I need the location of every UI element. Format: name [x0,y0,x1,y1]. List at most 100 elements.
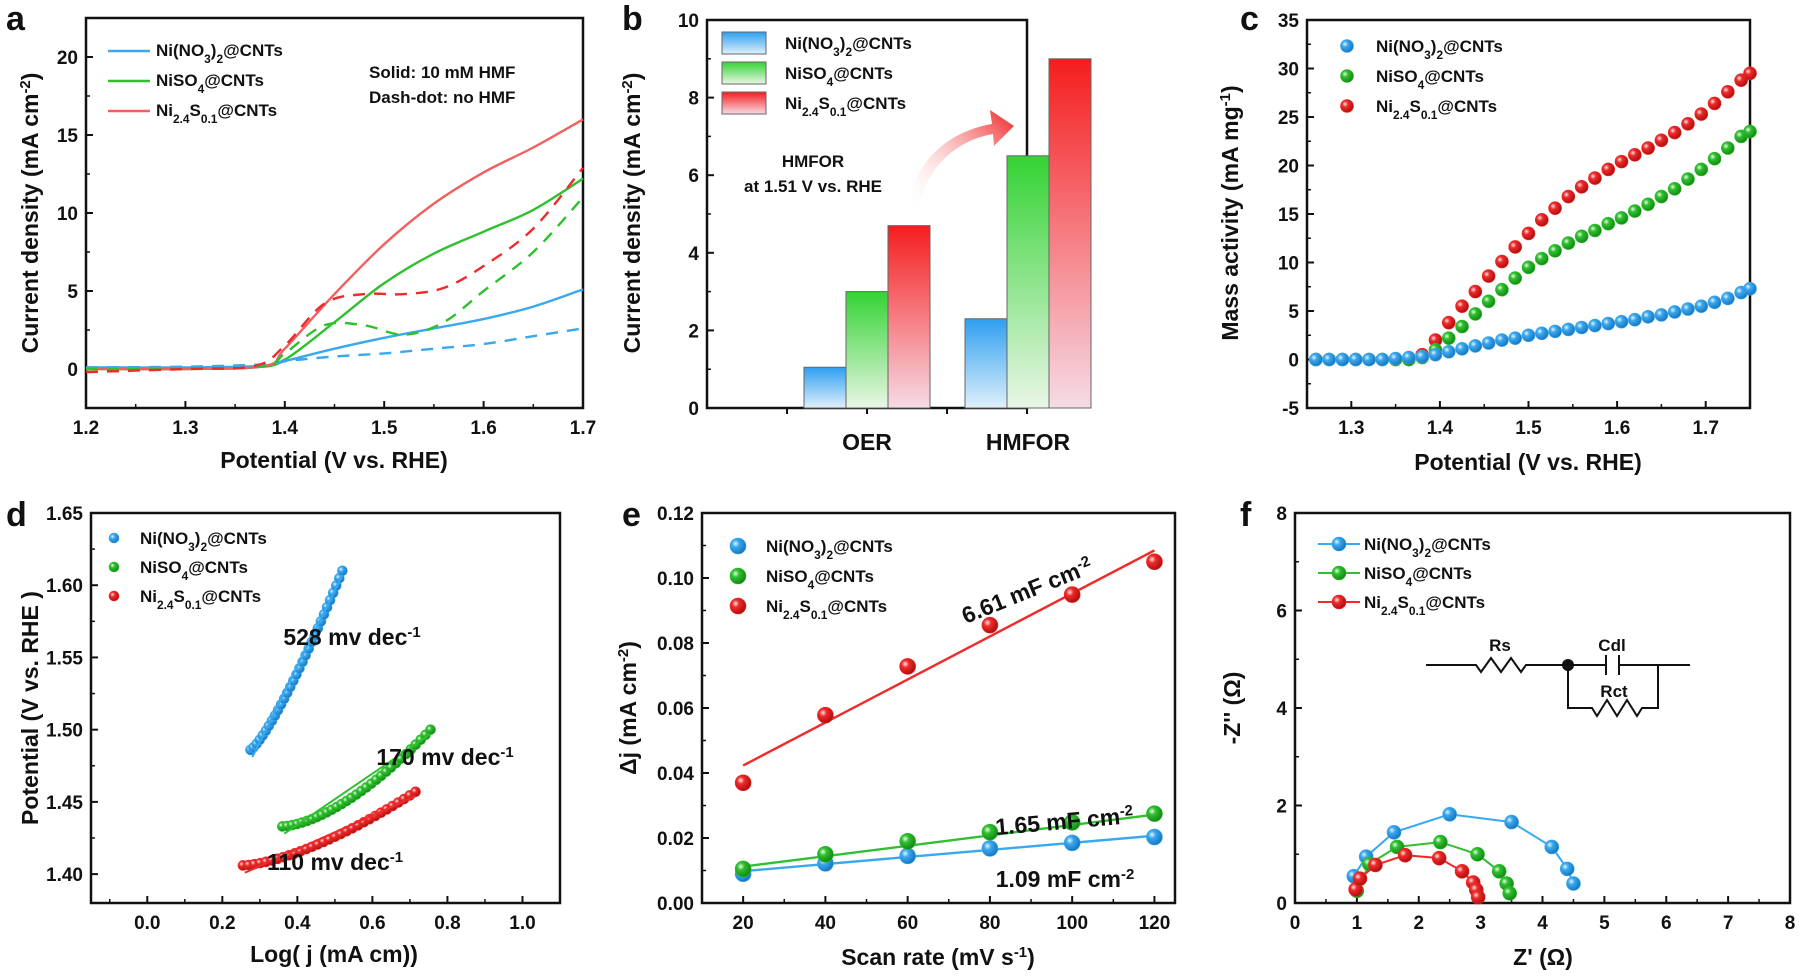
data-point [1309,352,1323,367]
condition-annotation: Solid: 10 mM HMF [369,63,515,82]
legend-marker [1331,594,1347,610]
legend-swatch [721,91,767,115]
data-point [734,860,752,878]
linear-fit-line [742,813,1155,868]
data-point [1402,350,1416,365]
y-tick-label: 0 [688,399,699,420]
legend-marker [729,537,747,555]
y-tick-label: 0 [67,360,78,381]
y-tick-label: 0.00 [657,894,694,915]
x-tick-label: 1.4 [272,418,299,439]
data-point [1561,322,1576,337]
x-tick-label: 40 [815,913,836,934]
tafel-fit-line [244,795,416,874]
data-point [1455,299,1469,313]
x-tick-label: 5 [1599,913,1610,934]
data-point [1654,308,1669,322]
legend-label: NiSO4@CNTs [766,567,874,592]
data-point [1641,141,1655,155]
legend-marker [1340,99,1354,113]
equivalent-circuit [1426,655,1690,718]
y-tick-label: 1.40 [46,865,83,886]
y-tick-label: 0.12 [657,504,694,525]
legend-marker [108,561,120,573]
data-point [1468,284,1483,299]
category-label: OER [842,429,892,455]
x-tick-label: 3 [1475,913,1486,934]
data-point [1146,828,1163,846]
data-point [1491,864,1507,879]
data-point [734,774,752,792]
data-point [1641,310,1655,324]
y-tick-label: 0.08 [657,634,694,655]
bar [845,291,889,409]
data-point [1455,319,1469,334]
y-tick-label: 0.10 [657,569,694,590]
data-point [1455,342,1469,356]
data-point [1433,834,1448,850]
x-tick-label: 1.3 [172,418,198,439]
data-point [1397,847,1413,863]
linear-fit-line [742,549,1155,767]
x-tick-label: 0.6 [359,913,385,934]
data-point [1441,315,1456,330]
legend-label: Ni(NO3)2@CNTs [1376,37,1503,62]
legend-label: Ni2.4S0.1@CNTs [140,587,261,612]
data-point [1386,825,1402,840]
x-tick-label: 7 [1723,913,1734,934]
bar [1006,155,1050,409]
data-point [1721,291,1735,306]
data-point [1694,107,1709,121]
capacitance-label: 1.09 mF cm-2 [996,866,1135,893]
x-tick-label: 1.6 [1604,418,1630,439]
data-point [1681,302,1695,316]
data-point [1667,181,1682,196]
data-point [1470,846,1485,862]
legend-label: Ni2.4S0.1@CNTs [766,597,887,622]
data-point [1468,307,1483,321]
data-point [1681,116,1695,131]
y-tick-label: 35 [1278,11,1300,32]
x-tick-label: 1 [1352,913,1363,934]
data-point [1694,299,1709,313]
hmfor-annotation: HMFOR [782,152,844,171]
y-tick-label: 15 [57,126,79,147]
panel-letter-a: a [6,0,26,38]
panel-letter-b: b [622,0,643,38]
legend-label: Ni(NO3)2@CNTs [785,34,912,59]
y-tick-label: 8 [1276,504,1287,525]
x-tick-label: 1.5 [1515,418,1542,439]
data-point [1495,254,1509,269]
panel-d-tafel-chart: 0.0 0.2 0.4 0.6 0.8 1.0 1.40 1.45 1.50 1.55 1.60 1.… [17,504,562,967]
data-point [1601,162,1616,177]
legend-label: Ni2.4S0.1@CNTs [1376,97,1497,122]
data-point [1548,201,1562,215]
dashed-curve [85,167,584,374]
y-tick-label: 0.06 [657,699,694,720]
x-tick-label: 1.5 [371,418,398,439]
panel-letter-e: e [622,496,641,534]
bar [887,225,931,409]
x-tick-label: 1.3 [1338,418,1364,439]
panel-a-lsv-chart: 1.2 1.3 1.4 1.5 1.6 1.7 0 5 10 15 20 Ni(NO3)2@CNTs N… [17,16,596,473]
y-tick-label: 5 [67,282,78,303]
data-point [1521,328,1536,343]
data-point [1561,236,1576,250]
data-point [1574,180,1589,194]
data-point [1415,349,1429,364]
panel-letter-f: f [1240,496,1252,534]
x-tick-label: 0.0 [134,913,160,934]
x-tick-label: 80 [979,913,1000,934]
data-point [410,786,421,798]
data-point [1431,850,1447,866]
data-point [1442,806,1457,822]
linear-fit-line [743,834,1155,873]
data-point [1454,864,1470,879]
legend-label: Ni(NO3)2@CNTs [156,41,283,66]
tafel-slope-label: 528 mv dec-1 [283,624,420,651]
data-point [1544,839,1560,855]
y-tick-label: 1.55 [46,648,83,669]
y-axis-title: Current density (mA cm-2) [619,73,646,354]
legend-label: NiSO4@CNTs [785,64,893,89]
